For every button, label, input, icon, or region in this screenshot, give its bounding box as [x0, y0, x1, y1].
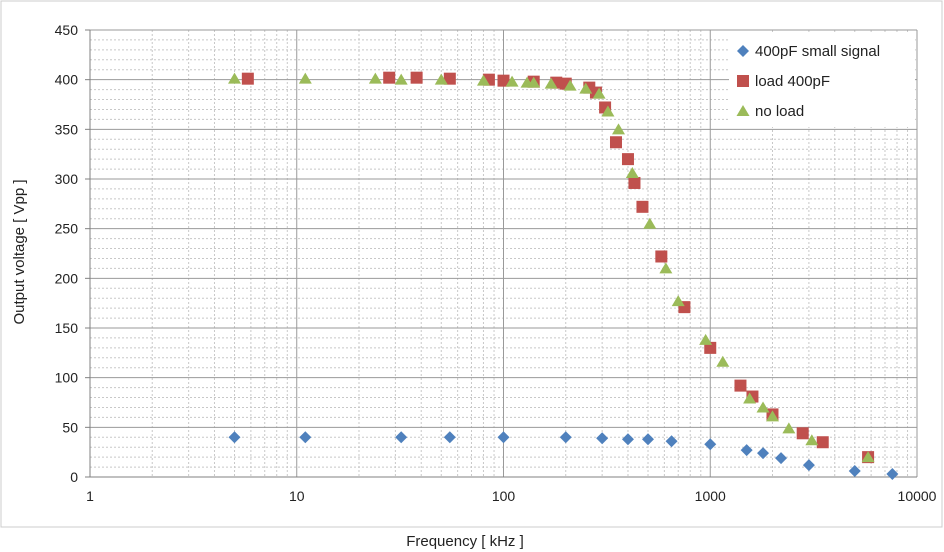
- point-no-load: [743, 392, 757, 404]
- point-no-load: [861, 451, 875, 463]
- x-tick-label: 10: [289, 488, 305, 504]
- point-load-400pf: [241, 72, 254, 85]
- y-tick-label: 400: [55, 72, 79, 88]
- y-tick-labels: 0 50 100 150 200 250 300 350 400 450: [55, 22, 79, 485]
- point-no-load: [612, 123, 626, 135]
- point-no-load: [368, 72, 382, 84]
- x-tick-label: 1: [86, 488, 94, 504]
- legend-marker-1: [737, 75, 749, 87]
- y-axis-title: Output voltage [ Vpp ]: [11, 179, 28, 324]
- y-tick-label: 250: [55, 221, 79, 237]
- series-2: [228, 72, 875, 463]
- point-no-load: [659, 262, 673, 274]
- point-load-400pf: [636, 200, 649, 213]
- point-no-load: [625, 167, 639, 179]
- point-load-400pf: [383, 71, 396, 84]
- point-no-load: [716, 355, 730, 367]
- series-1: [241, 71, 875, 464]
- point-load-400pf: [497, 74, 510, 87]
- x-tick-label: 10000: [898, 488, 937, 504]
- y-tick-label: 100: [55, 370, 79, 386]
- y-tick-label: 200: [55, 270, 79, 286]
- point-load-400pf: [655, 250, 668, 263]
- x-axis-title: Frequency [ kHz ]: [406, 533, 524, 550]
- point-small-signal: [596, 432, 609, 445]
- y-tick-label: 450: [55, 22, 79, 38]
- point-no-load: [699, 333, 713, 345]
- point-small-signal: [559, 431, 572, 444]
- point-no-load: [298, 72, 312, 84]
- point-no-load: [505, 75, 519, 87]
- point-no-load: [765, 410, 779, 422]
- point-small-signal: [443, 431, 456, 444]
- point-small-signal: [299, 431, 312, 444]
- x-tick-label: 1000: [695, 488, 726, 504]
- point-small-signal: [665, 435, 678, 448]
- point-no-load: [228, 72, 242, 84]
- point-load-400pf: [410, 71, 423, 84]
- point-no-load: [592, 87, 606, 99]
- x-tick-labels: 1 10 100 1000 10000: [86, 488, 937, 504]
- point-small-signal: [228, 431, 241, 444]
- point-load-400pf: [816, 436, 829, 449]
- y-tick-label: 350: [55, 121, 79, 137]
- legend-label-load: load 400pF: [755, 73, 830, 90]
- point-small-signal: [704, 438, 717, 451]
- point-no-load: [601, 105, 615, 117]
- point-small-signal: [642, 433, 655, 446]
- point-load-400pf: [443, 72, 456, 85]
- point-no-load: [394, 73, 408, 85]
- legend-marker-2: [736, 105, 750, 116]
- point-small-signal: [757, 447, 770, 460]
- point-load-400pf: [796, 427, 809, 440]
- point-load-400pf: [621, 153, 634, 166]
- point-no-load: [527, 76, 541, 88]
- x-tick-label: 100: [492, 488, 516, 504]
- point-load-400pf: [734, 379, 747, 392]
- point-small-signal: [775, 452, 788, 465]
- point-small-signal: [886, 468, 899, 481]
- y-tick-label: 0: [70, 469, 78, 485]
- y-tick-label: 150: [55, 320, 79, 336]
- point-no-load: [782, 422, 796, 434]
- series-0: [228, 431, 899, 481]
- y-tick-label: 50: [62, 419, 78, 435]
- legend-box: [729, 33, 915, 127]
- point-small-signal: [848, 465, 861, 478]
- point-no-load: [671, 295, 685, 307]
- point-small-signal: [802, 459, 815, 472]
- legend-label-small-signal: 400pF small signal: [755, 43, 880, 60]
- point-load-400pf: [609, 136, 622, 149]
- point-small-signal: [497, 431, 510, 444]
- point-small-signal: [395, 431, 408, 444]
- point-no-load: [643, 217, 657, 229]
- point-no-load: [563, 79, 577, 91]
- point-no-load: [434, 73, 448, 85]
- data-points: [228, 71, 899, 481]
- point-no-load: [805, 434, 819, 446]
- legend: 400pF small signal load 400pF no load: [729, 33, 915, 127]
- point-no-load: [579, 82, 593, 94]
- y-tick-label: 300: [55, 171, 79, 187]
- point-no-load: [544, 77, 558, 89]
- point-small-signal: [740, 444, 753, 457]
- point-load-400pf: [628, 176, 641, 189]
- legend-label-no-load: no load: [755, 103, 804, 120]
- point-no-load: [476, 74, 490, 86]
- point-small-signal: [621, 433, 634, 446]
- legend-marker-0: [737, 45, 749, 57]
- axes: [85, 29, 917, 478]
- point-no-load: [756, 401, 770, 413]
- grid: [89, 29, 918, 478]
